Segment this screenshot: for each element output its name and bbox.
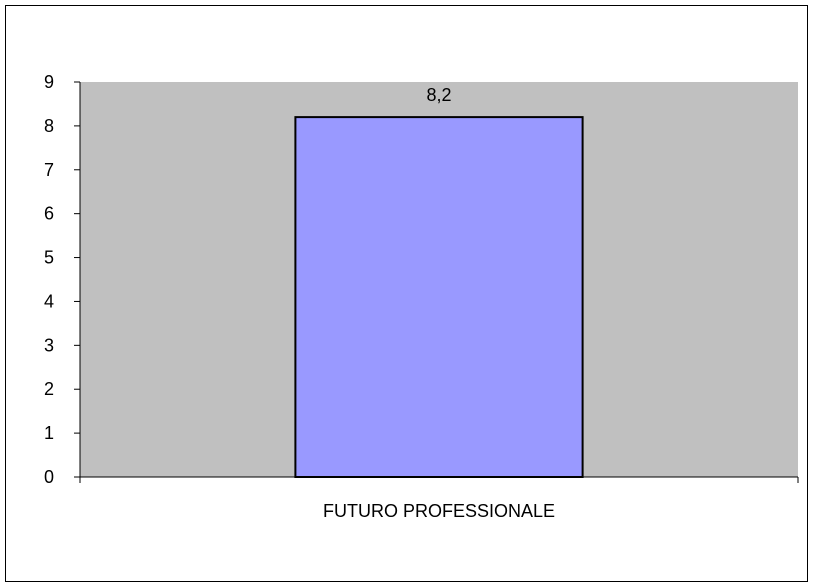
y-tick-label: 4 <box>44 291 54 311</box>
bars <box>294 116 584 478</box>
y-tick-label: 3 <box>44 335 54 355</box>
y-tick-label: 1 <box>44 423 54 443</box>
bar <box>294 116 584 478</box>
y-tick-label: 9 <box>44 72 54 92</box>
y-tick-label: 2 <box>44 379 54 399</box>
y-tick-label: 6 <box>44 204 54 224</box>
y-tick-label: 7 <box>44 160 54 180</box>
x-axis: FUTURO PROFESSIONALE <box>79 476 799 521</box>
y-axis: 0 1 2 3 4 5 6 7 8 9 <box>44 72 81 487</box>
y-tick-label: 8 <box>44 116 54 136</box>
bar-value-label: 8,2 <box>426 85 451 105</box>
y-tick-label: 5 <box>44 248 54 268</box>
data-labels: 8,2 <box>426 85 451 105</box>
y-tick-label: 0 <box>44 467 54 487</box>
x-category-label: FUTURO PROFESSIONALE <box>323 501 555 521</box>
